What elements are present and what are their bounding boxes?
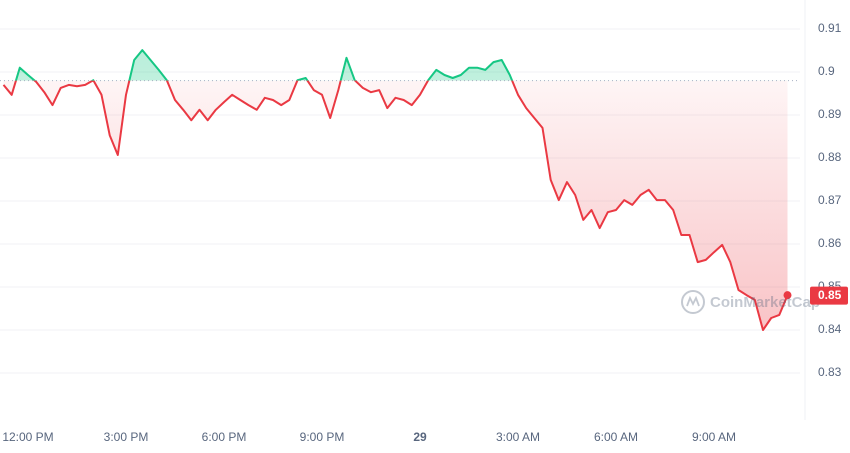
y-tick-label: 0.84 bbox=[818, 322, 842, 336]
y-tick-label: 0.83 bbox=[818, 365, 842, 379]
price-line-up bbox=[14, 49, 514, 81]
plot bbox=[0, 28, 800, 374]
watermark: CoinMarketCap bbox=[710, 294, 820, 311]
y-tick-label: 0.86 bbox=[818, 236, 842, 250]
area-down bbox=[3, 80, 788, 330]
y-tick-label: 0.89 bbox=[818, 107, 842, 121]
y-tick-label: 0.9 bbox=[818, 64, 835, 78]
area-up bbox=[15, 50, 513, 81]
x-tick-label: 6:00 AM bbox=[594, 430, 638, 444]
x-tick-label: 29 bbox=[413, 430, 427, 444]
x-tick-label: 12:00 PM bbox=[2, 430, 53, 444]
x-tick-label: 3:00 PM bbox=[104, 430, 149, 444]
y-tick-label: 0.91 bbox=[818, 21, 842, 35]
watermark-logo bbox=[681, 290, 705, 314]
price-tag bbox=[810, 286, 848, 305]
price-line-down bbox=[2, 80, 789, 331]
x-tick-label: 3:00 AM bbox=[496, 430, 540, 444]
y-tick-label: 0.88 bbox=[818, 150, 842, 164]
x-tick-label: 9:00 AM bbox=[692, 430, 736, 444]
price-tag-label: 0.85 bbox=[818, 288, 842, 302]
y-tick-label: 0.87 bbox=[818, 193, 842, 207]
x-tick-label: 9:00 PM bbox=[300, 430, 345, 444]
x-tick-label: 6:00 PM bbox=[202, 430, 247, 444]
last-point bbox=[783, 291, 792, 300]
